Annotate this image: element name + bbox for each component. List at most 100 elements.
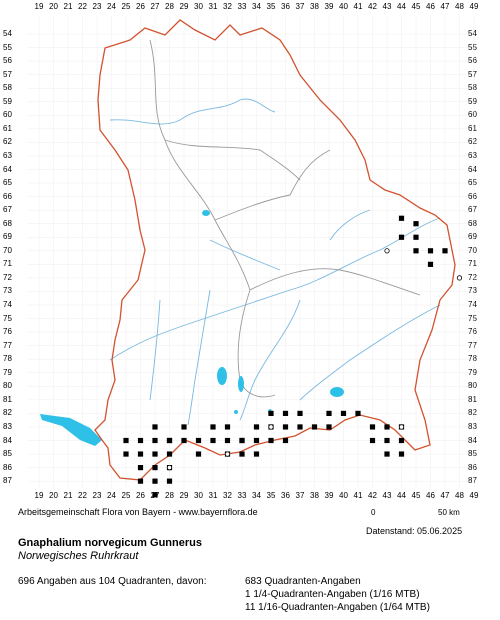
occurrence-marker (152, 424, 158, 430)
row-label: 65 (3, 178, 12, 188)
occurrence-marker (224, 437, 231, 444)
district-border-1 (149, 39, 251, 291)
occurrence-marker (384, 437, 390, 444)
column-label: 20 (49, 2, 58, 11)
column-label: 44 (397, 491, 406, 500)
column-label: 25 (121, 491, 131, 500)
row-label: 73 (468, 286, 477, 296)
row-label: 67 (3, 205, 12, 215)
occurrence-marker (239, 451, 245, 457)
column-label: 32 (223, 2, 232, 11)
row-label: 81 (468, 394, 477, 404)
row-label: 62 (468, 137, 477, 147)
row-label: 80 (468, 381, 477, 391)
occurrence-marker (413, 248, 419, 254)
lake-ammersee (217, 367, 227, 385)
row-label: 87 (468, 476, 477, 486)
column-label: 23 (92, 2, 102, 11)
occurrence-marker (297, 424, 303, 430)
column-label: 40 (339, 2, 348, 11)
occurrence-marker-open (398, 424, 405, 430)
row-label: 86 (3, 462, 12, 472)
column-label: 21 (63, 2, 73, 11)
row-label: 56 (3, 56, 12, 66)
column-label: 19 (34, 2, 44, 11)
row-label: 54 (3, 29, 12, 38)
occurrence-marker (369, 437, 376, 444)
row-label: 86 (468, 462, 477, 472)
row-label: 75 (3, 313, 12, 323)
column-label: 41 (353, 491, 363, 500)
column-label: 48 (455, 2, 464, 11)
column-label: 31 (208, 2, 218, 11)
occurrence-markers-open (166, 248, 463, 471)
lake-brombachsee (202, 210, 210, 216)
row-label: 81 (3, 394, 12, 404)
column-label: 46 (426, 491, 435, 500)
occurrence-marker (268, 437, 274, 444)
row-label: 63 (468, 150, 477, 160)
occurrence-marker (152, 451, 158, 457)
column-label: 45 (411, 491, 421, 500)
lake-staffelsee (234, 410, 238, 414)
occurrence-marker (123, 451, 129, 457)
scale-distance: 50 km (438, 508, 460, 517)
row-label: 83 (468, 421, 477, 431)
occurrence-marker (282, 410, 289, 416)
occurrence-marker (195, 437, 202, 444)
district-border-2 (249, 268, 421, 296)
row-label: 59 (3, 96, 12, 106)
row-label: 74 (3, 300, 12, 309)
occurrence-marker (384, 424, 390, 430)
column-label: 22 (78, 2, 87, 11)
occurrence-marker (413, 234, 419, 240)
column-label: 23 (92, 491, 102, 500)
occurrence-marker (282, 424, 289, 430)
row-label: 59 (468, 96, 477, 106)
column-label: 25 (121, 2, 131, 11)
lake-constance (40, 414, 102, 446)
occurrence-marker (152, 478, 158, 484)
state-border (94, 19, 456, 481)
row-label: 74 (468, 300, 477, 309)
scale-zero: 0 (371, 508, 376, 517)
column-label: 49 (469, 491, 479, 500)
row-label: 58 (468, 83, 477, 93)
row-label: 69 (468, 232, 477, 242)
occurrence-marker (355, 410, 361, 416)
occurrence-marker (137, 437, 144, 444)
row-label: 84 (468, 435, 477, 445)
occurrence-marker (166, 478, 173, 484)
occurrence-marker (268, 410, 274, 416)
column-label: 39 (324, 491, 334, 500)
column-label: 26 (136, 2, 145, 11)
row-label: 71 (468, 259, 477, 269)
row-label: 61 (468, 123, 477, 133)
column-label: 42 (368, 2, 377, 11)
occurrence-marker (442, 248, 448, 254)
column-label: 34 (252, 2, 261, 11)
row-label: 65 (468, 178, 477, 188)
stats-line-2: 1 1/4-Quadranten-Angaben (1/16 MTB) (245, 589, 420, 600)
occurrence-marker (253, 437, 260, 444)
column-label: 37 (295, 491, 305, 500)
row-label: 83 (3, 421, 12, 431)
occurrence-marker (398, 451, 405, 457)
occurrence-marker (239, 437, 245, 444)
occurrence-marker (340, 410, 347, 416)
occurrence-marker (152, 492, 158, 498)
occurrence-marker (398, 437, 405, 444)
column-label: 35 (266, 2, 276, 11)
occurrence-marker-open (268, 424, 274, 430)
inn-river (299, 304, 441, 401)
column-label: 37 (295, 2, 305, 11)
row-label: 61 (3, 123, 12, 133)
occurrence-marker (398, 215, 405, 221)
column-label: 32 (223, 491, 232, 500)
column-label: 30 (194, 491, 203, 500)
district-border-4 (164, 139, 301, 181)
column-label: 43 (382, 491, 392, 500)
row-label: 67 (468, 205, 477, 215)
occurrence-marker-open (166, 464, 173, 471)
column-label: 49 (469, 2, 479, 11)
